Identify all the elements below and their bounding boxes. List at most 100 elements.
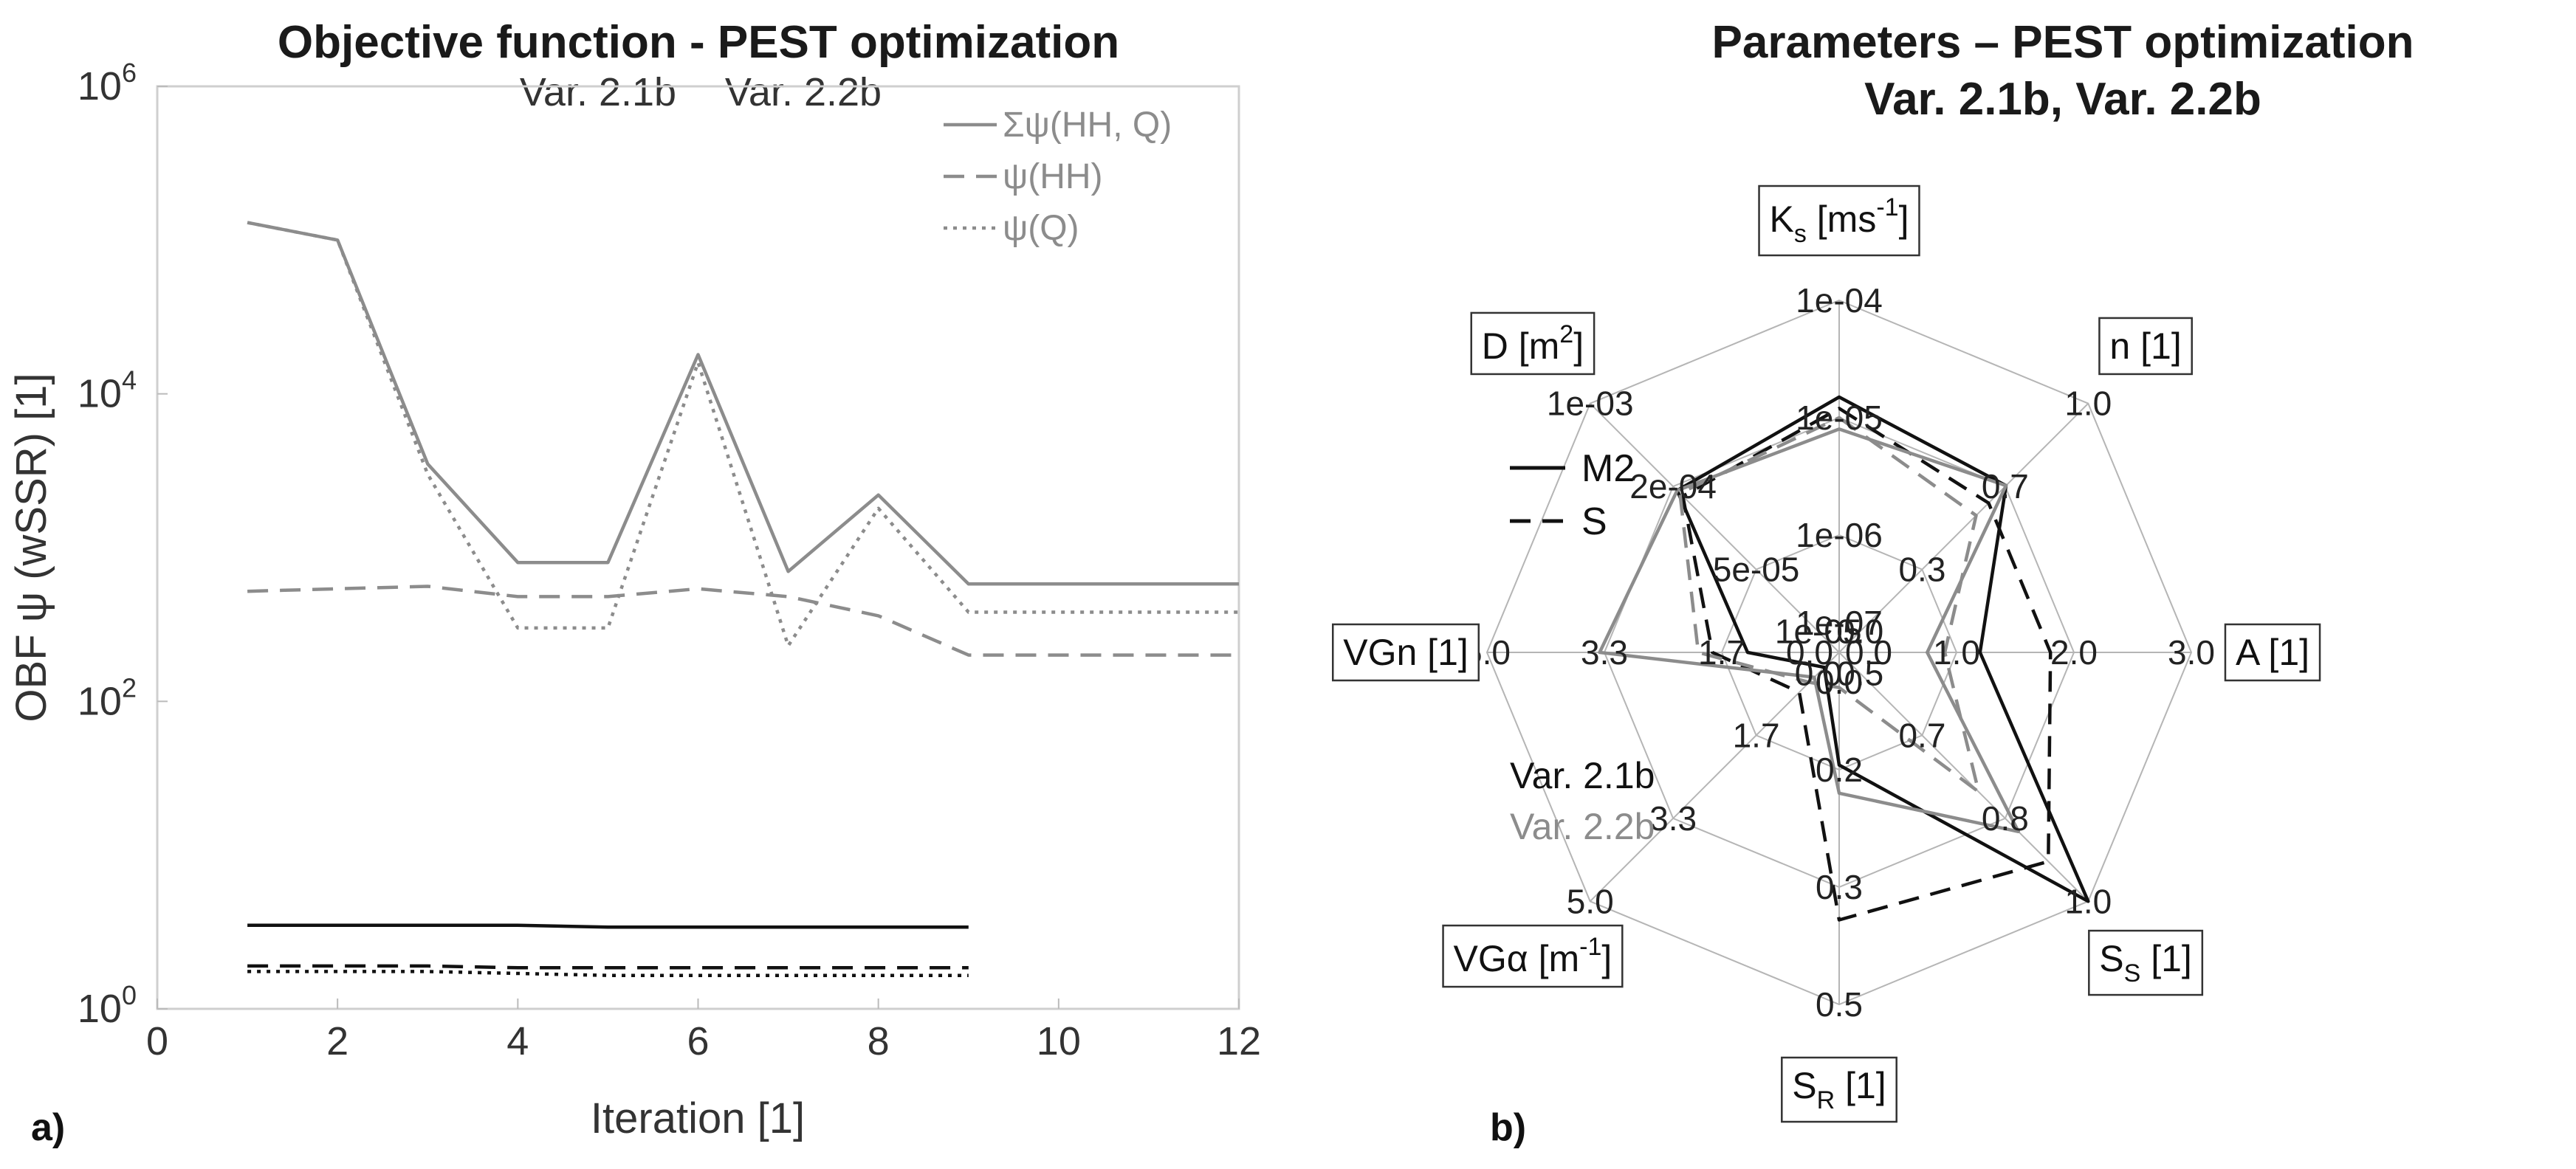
radar-ring-label: 1e-05 <box>1796 399 1883 437</box>
radar-ring-label: 1e-05 <box>1775 613 1862 651</box>
radar-ring-label: 1.0 <box>1933 633 1980 672</box>
radar-ring-label: 0.0 <box>1795 654 1842 692</box>
axis-label-superscript: 2 <box>1559 320 1573 348</box>
radar-axis-label-box: A [1] <box>2224 623 2321 682</box>
panel-b-label: b) <box>1490 1106 1526 1149</box>
axis-label-main: S <box>2099 938 2123 979</box>
radar-axis-label-box: D [m2] <box>1470 311 1596 376</box>
radar-series-m2-var21b <box>1675 395 2090 903</box>
series-line-q-var21b <box>247 970 969 977</box>
axis-label-tail: ] <box>1601 938 1612 979</box>
radar-ring-label: 1.0 <box>2064 385 2112 423</box>
y-tick-base: 10 <box>78 64 122 108</box>
radar-axis-label: D [m2] <box>1482 320 1584 367</box>
x-tick-label: 4 <box>506 1019 529 1063</box>
axis-label-frame <box>1442 924 1624 988</box>
x-axis-label: Iteration [1] <box>591 1094 805 1142</box>
chart-b-title-line2: Var. 2.1b, Var. 2.2b <box>1864 74 2261 125</box>
legend-entry: Σψ(HH, Q) <box>1003 106 1172 145</box>
axis-label-frame <box>2088 929 2204 996</box>
y-tick-exponent: 6 <box>122 58 137 88</box>
y-tick-label: 102 <box>78 672 137 723</box>
radar-ring-label: 0.7 <box>1982 467 2029 506</box>
radar-legend-entry: S <box>1581 500 1607 543</box>
series-line-sum-var22b <box>247 221 1239 586</box>
axis-label-subscript: R <box>1817 1086 1835 1114</box>
radar-spoke <box>1590 652 1840 902</box>
radar-axis-label-box: n [1] <box>2098 317 2193 376</box>
radar-ring-label: 0.0 <box>1845 633 1892 672</box>
axis-label-superscript: -1 <box>1876 193 1898 221</box>
radar-ring-label: 1e-07 <box>1796 604 1883 642</box>
axis-label-main: n [1] <box>2109 325 2181 367</box>
radar-spoke <box>1590 403 1840 653</box>
axis-label-unit: [1] <box>1835 1065 1886 1106</box>
radar-axis-label-box: VGα [m-1] <box>1442 924 1624 988</box>
axis-label-subscript: s <box>1794 220 1807 248</box>
radar-ring-label: 0.7 <box>1898 716 1945 754</box>
radar-ring-label: 0.3 <box>1816 868 1863 906</box>
parameters-radar-chart: Parameters – PEST optimization Var. 2.1b… <box>1331 17 2414 1149</box>
legend-entry: ψ(Q) <box>1003 209 1079 248</box>
radar-ring-label: 1.7 <box>1698 633 1745 672</box>
radar-series-s-var21b <box>1681 407 2053 922</box>
radar-ring-label: 0.0 <box>1836 613 1883 651</box>
radar-axis-label: VGα [m-1] <box>1454 933 1612 979</box>
x-tick-label: 12 <box>1217 1019 1261 1063</box>
radar-spoke <box>1838 652 2089 902</box>
radar-axis-label-box: VGn [1] <box>1331 623 1480 682</box>
radar-ring-label: 0.3 <box>1898 551 1945 589</box>
x-tick-label: 2 <box>326 1019 348 1063</box>
axis-label-frame <box>2098 317 2193 376</box>
axis-label-unit: [1] <box>2140 938 2191 979</box>
legend-entry: ψ(HH) <box>1003 157 1103 196</box>
radar-ring-label: 1e-04 <box>1796 281 1883 320</box>
y-tick-base: 10 <box>78 987 122 1031</box>
radar-ring-label: 5.0 <box>1567 882 1614 920</box>
radar-axis-label-box: SS [1] <box>2088 929 2204 996</box>
radar-ring-label: 0.0 <box>1786 633 1833 672</box>
axis-label-main: D [m <box>1482 325 1560 367</box>
axis-label-main: VGα [m <box>1454 938 1580 979</box>
radar-ring-label: 2e-04 <box>1629 467 1717 506</box>
axis-label-subscript: S <box>2124 959 2141 987</box>
radar-ring-label: 0.2 <box>1816 751 1863 789</box>
radar-ring-label: 1.0 <box>2064 882 2112 920</box>
radar-axis-label: Ks [ms-1] <box>1770 193 1909 248</box>
chart-a-subtitle-var21b: Var. 2.1b <box>520 70 676 114</box>
radar-ring-label: 2.0 <box>2050 633 2098 672</box>
y-tick-label: 100 <box>78 980 137 1031</box>
series-line-hh-var22b <box>247 584 1239 657</box>
radar-ring-label: 0.8 <box>1982 799 2029 838</box>
x-tick-label: 0 <box>146 1019 168 1063</box>
y-tick-exponent: 4 <box>122 365 137 396</box>
radar-axis-label: VGn [1] <box>1343 632 1469 673</box>
series-line-sum-var21b <box>247 923 969 929</box>
radar-ring-label: 0.5 <box>1836 654 1883 692</box>
axis-label-main: VGn [1] <box>1343 632 1469 673</box>
chart-a-title: Objective function - PEST optimization <box>278 17 1119 68</box>
radar-series-m2-var22b <box>1598 427 2021 834</box>
radar-ring-label: 3.3 <box>1581 633 1628 672</box>
y-tick-label: 106 <box>78 58 137 108</box>
radar-axis-label: SS [1] <box>2099 938 2192 987</box>
panel-a-label: a) <box>31 1106 65 1149</box>
axis-label-frame <box>1781 1056 1897 1123</box>
axis-label-frame <box>1758 185 1920 257</box>
y-tick-base: 10 <box>78 679 122 723</box>
y-tick-exponent: 0 <box>122 980 137 1010</box>
radar-ring-label: 1.7 <box>1733 716 1780 754</box>
radar-legend-entry: M2 <box>1581 447 1635 490</box>
x-tick-label: 10 <box>1037 1019 1081 1063</box>
axis-label-main: K <box>1770 199 1794 240</box>
chart-a-subtitle-var22b: Var. 2.2b <box>725 70 882 114</box>
radar-axis-label-box: SR [1] <box>1781 1056 1897 1123</box>
radar-axis-label: n [1] <box>2109 325 2181 367</box>
x-tick-label: 6 <box>687 1019 709 1063</box>
radar-legend-variant: Var. 2.2b <box>1510 806 1655 847</box>
objective-function-chart: Objective function - PEST optimization V… <box>7 17 1261 1149</box>
y-tick-exponent: 2 <box>122 672 137 703</box>
radar-ring-label: 1e-03 <box>1547 385 1634 423</box>
axis-label-superscript: -1 <box>1579 933 1601 961</box>
